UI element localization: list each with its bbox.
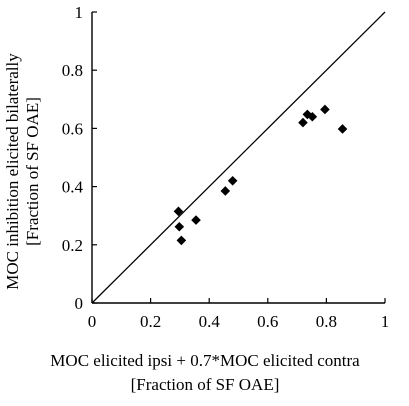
y-axis-label-unit: [Fraction of SF OAE]	[23, 97, 42, 246]
x-axis-label: MOC elicited ipsi + 0.7*MOC elicited con…	[50, 351, 360, 370]
y-axis-label: MOC inhibition elicited bilaterally	[3, 53, 22, 290]
x-tick-label: 0	[88, 312, 97, 331]
x-tick-label: 0.2	[140, 312, 161, 331]
x-axis-label-unit: [Fraction of SF OAE]	[131, 375, 280, 394]
data-point	[174, 221, 185, 232]
data-point	[307, 111, 318, 122]
y-tick-label: 0.6	[62, 119, 83, 138]
x-tick-label: 1	[381, 312, 390, 331]
x-tick-label: 0.8	[316, 312, 337, 331]
data-point	[176, 235, 187, 246]
data-point	[191, 215, 201, 225]
data-point	[320, 104, 330, 115]
data-point	[337, 124, 348, 134]
data-point	[173, 206, 184, 217]
y-tick-label: 0.4	[62, 178, 84, 197]
x-tick-label: 0.4	[199, 312, 221, 331]
y-tick-label: 0.8	[62, 61, 83, 80]
y-tick-label: 1	[75, 3, 84, 22]
y-tick-label: 0.2	[62, 236, 83, 255]
x-tick-label: 0.6	[257, 312, 278, 331]
unity-line	[91, 11, 386, 304]
data-point	[220, 186, 231, 196]
data-point	[227, 175, 238, 186]
data-point	[298, 117, 308, 128]
y-tick-label: 0	[75, 294, 84, 313]
